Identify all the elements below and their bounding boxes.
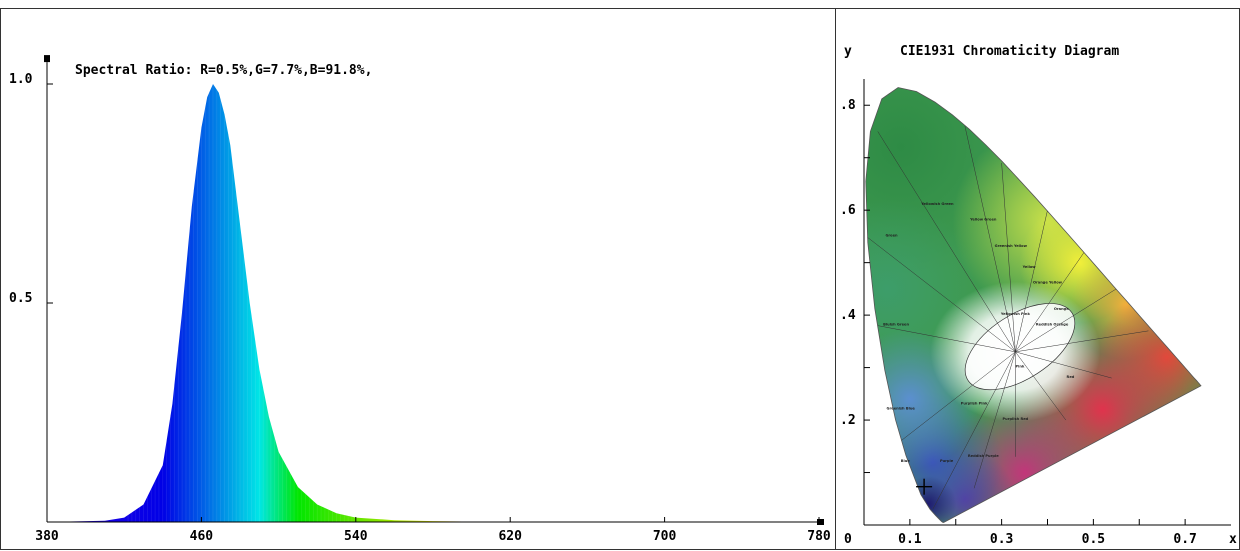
x-axis-end-marker	[817, 519, 824, 525]
region-label: Green	[885, 233, 898, 237]
spectrum-x-tick-label: 780	[807, 529, 831, 544]
spectrum-y-tick-label: 1.0	[9, 72, 33, 87]
region-boundary	[866, 236, 1016, 353]
region-boundary	[1015, 252, 1085, 352]
region-label: Yellow Green	[969, 218, 997, 222]
region-boundary	[973, 351, 1016, 489]
region-boundary	[1015, 288, 1117, 353]
region-label: Purplish Pink	[961, 401, 988, 405]
spectral-ratio-title: Spectral Ratio: R=0.5%,G=7.7%,B=91.8%,	[75, 63, 372, 78]
region-boundary	[1015, 210, 1048, 352]
cie-x-tick-label: 0.3	[990, 532, 1013, 547]
region-boundary	[932, 351, 1016, 510]
region-boundary	[1015, 330, 1149, 353]
y-axis-end-marker	[44, 55, 50, 63]
region-boundary	[900, 351, 1016, 442]
region-label: Orange	[1054, 307, 1069, 311]
gamut-regions: Green Yellowish Green Yellow Green Greenish…	[866, 126, 1149, 510]
region-label: Purple	[940, 459, 954, 463]
spectrum-x-tick-label: 620	[498, 529, 522, 544]
region-label: Yellow	[1022, 265, 1037, 269]
spectrum-x-tick-label: 460	[190, 529, 214, 544]
cie-y-tick-label: .4	[840, 308, 856, 323]
spectrum-area	[47, 84, 819, 522]
region-label: Orange Yellow	[1033, 281, 1063, 285]
spectrum-x-tick-label: 380	[35, 529, 59, 544]
region-boundary	[877, 131, 1016, 352]
spectrum-x-tick-label: 700	[653, 529, 677, 544]
gamut-color-blob	[900, 476, 957, 523]
cie-ylabel: y	[844, 44, 852, 59]
cie-x-tick-label: 0.7	[1173, 532, 1196, 547]
spectrum-x-tick-label: 540	[344, 529, 368, 544]
region-label: Reddish Purple	[968, 454, 999, 458]
region-boundary	[1001, 162, 1016, 352]
cie-x-tick-label: 0.5	[1082, 532, 1105, 547]
region-label: Yellowish Green	[920, 202, 954, 206]
region-label: Red	[1067, 375, 1075, 379]
cie-y-tick-label: .2	[840, 413, 856, 428]
region-boundary	[1015, 351, 1067, 421]
region-boundary	[1015, 351, 1112, 379]
spectrum-chart: 380 460 540 620 700 780 1.0 0.5 Spectral Ratio:…	[9, 55, 831, 544]
cie-y-tick-label: .6	[840, 203, 856, 218]
region-label: Purplish Red	[1003, 417, 1029, 421]
region-boundary	[964, 126, 1016, 352]
region-label: Greenish Yellow	[995, 244, 1028, 248]
spectrum-y-tick-label: 0.5	[9, 291, 32, 306]
cie-title: CIE1931 Chromaticity Diagram	[900, 44, 1119, 59]
cie-xlabel: x	[1229, 532, 1237, 547]
region-boundary	[877, 325, 1016, 353]
spectrum-panel: 380 460 540 620 700 780 1.0 0.5 Spectral Ratio:…	[0, 8, 836, 550]
cie-panel: y CIE1931 Chromaticity Diagram Green Yell…	[836, 8, 1240, 550]
region-label: Greenish Blue	[887, 407, 916, 411]
spectral-locus	[865, 87, 1202, 523]
region-label: Bluish Green	[883, 323, 909, 327]
region-label: Reddish Orange	[1036, 323, 1069, 327]
cie-x-tick-label: 0	[844, 532, 852, 547]
region-label: Yellowish Pink	[1000, 312, 1031, 316]
cie-y-tick-label: .8	[840, 98, 856, 113]
cie-x-tick-label: 0.1	[898, 532, 922, 547]
region-label: Pink	[1016, 365, 1025, 369]
cie-chart: y CIE1931 Chromaticity Diagram Green Yell…	[840, 44, 1237, 547]
region-label: Blue	[901, 459, 911, 463]
white-region	[964, 303, 1076, 391]
